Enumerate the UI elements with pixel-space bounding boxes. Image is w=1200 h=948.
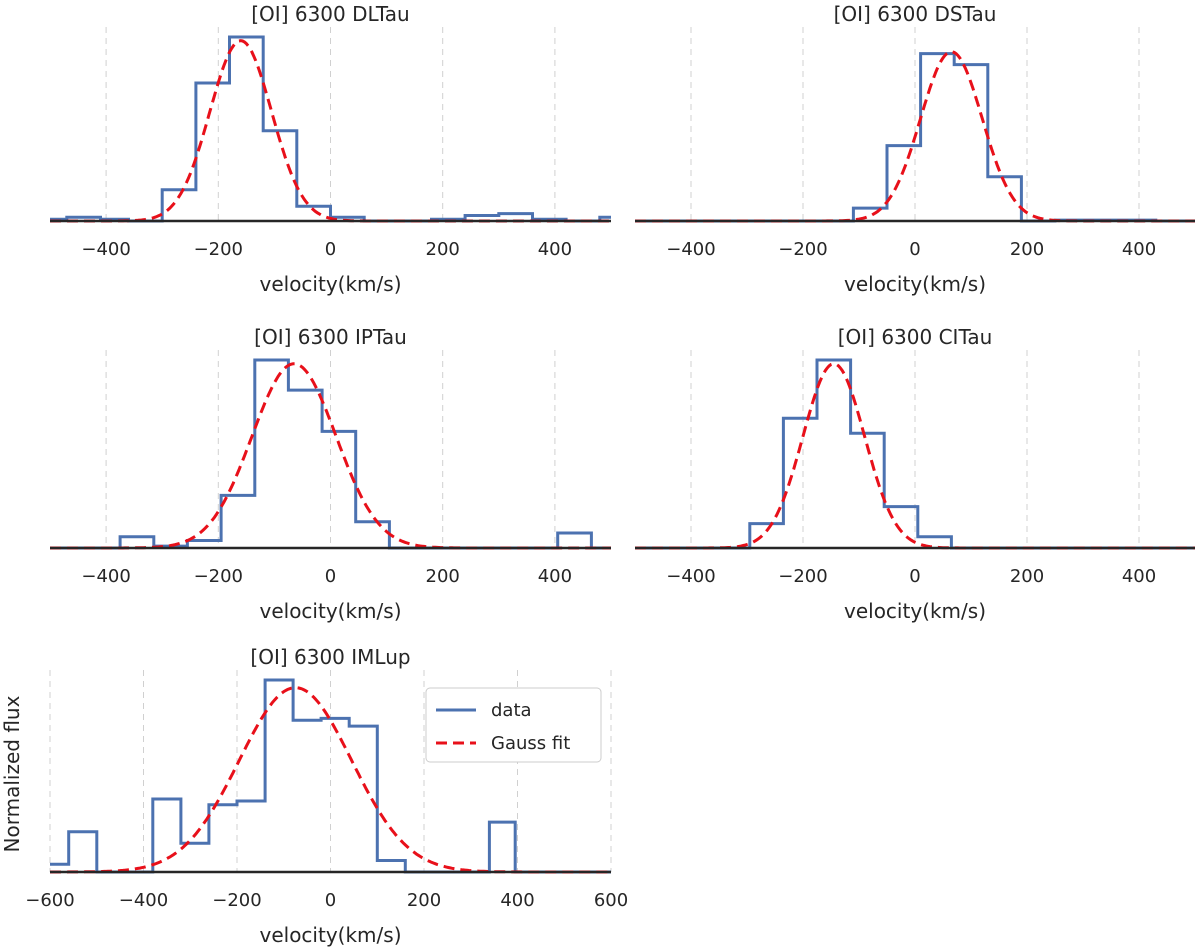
tick-label: 0 — [325, 239, 336, 260]
tick-label: 0 — [325, 890, 336, 911]
tick-label: −400 — [81, 239, 130, 260]
tick-label: 200 — [407, 890, 441, 911]
tick-label: 200 — [1010, 566, 1044, 587]
tick-label: −600 — [25, 890, 74, 911]
tick-label: −400 — [666, 566, 715, 587]
panel-title: [OI] 6300 DSTau — [834, 2, 997, 26]
x-axis-label: velocity(km/s) — [260, 599, 402, 623]
panel-title: [OI] 6300 CITau — [838, 325, 993, 349]
tick-label: 400 — [538, 566, 572, 587]
tick-label: −200 — [778, 239, 827, 260]
tick-label: 400 — [538, 239, 572, 260]
panel-5: −600 −400 −200 0 200 400 600 [OI] 6300 IMLup vel… — [25, 645, 628, 947]
tick-label: −400 — [119, 890, 168, 911]
tick-label: −400 — [666, 239, 715, 260]
legend: data Gauss fit — [425, 687, 602, 763]
tick-label: −200 — [212, 890, 261, 911]
tick-label: −200 — [778, 566, 827, 587]
x-axis-label: velocity(km/s) — [844, 272, 986, 296]
legend-frame — [425, 687, 602, 763]
x-axis-label: velocity(km/s) — [260, 923, 402, 947]
tick-label: 0 — [325, 566, 336, 587]
tick-label: 0 — [909, 239, 920, 260]
panel-2: −400 −200 0 200 400 [OI] 6300 DSTau velocity(k… — [635, 2, 1195, 296]
x-axis-label: velocity(km/s) — [844, 599, 986, 623]
y-axis-label: Normalized flux — [0, 695, 24, 852]
tick-label: 200 — [426, 239, 460, 260]
tick-label: 600 — [594, 890, 628, 911]
panel-1: −400 −200 0 200 400 [OI] 6300 DLTau velocity(k… — [50, 2, 611, 296]
tick-label: −400 — [81, 566, 130, 587]
panel-title: [OI] 6300 DLTau — [251, 2, 410, 26]
panel-title: [OI] 6300 IPTau — [254, 325, 407, 349]
legend-label-data: data — [491, 700, 532, 721]
tick-label: 400 — [1122, 239, 1156, 260]
x-axis-label: velocity(km/s) — [260, 272, 402, 296]
tick-label: −200 — [194, 566, 243, 587]
tick-label: 0 — [909, 566, 920, 587]
tick-label: 400 — [500, 890, 534, 911]
legend-label-fit: Gauss fit — [491, 733, 570, 754]
tick-label: 200 — [1010, 239, 1044, 260]
panel-3: −400 −200 0 200 400 [OI] 6300 IPTau velocity(k… — [50, 325, 611, 623]
tick-label: −200 — [194, 239, 243, 260]
panel-4: −400 −200 0 200 400 [OI] 6300 CITau velocity(k… — [635, 325, 1195, 623]
panel-title: [OI] 6300 IMLup — [250, 645, 410, 669]
tick-label: 400 — [1122, 566, 1156, 587]
tick-label: 200 — [426, 566, 460, 587]
data-histogram — [635, 358, 1195, 550]
